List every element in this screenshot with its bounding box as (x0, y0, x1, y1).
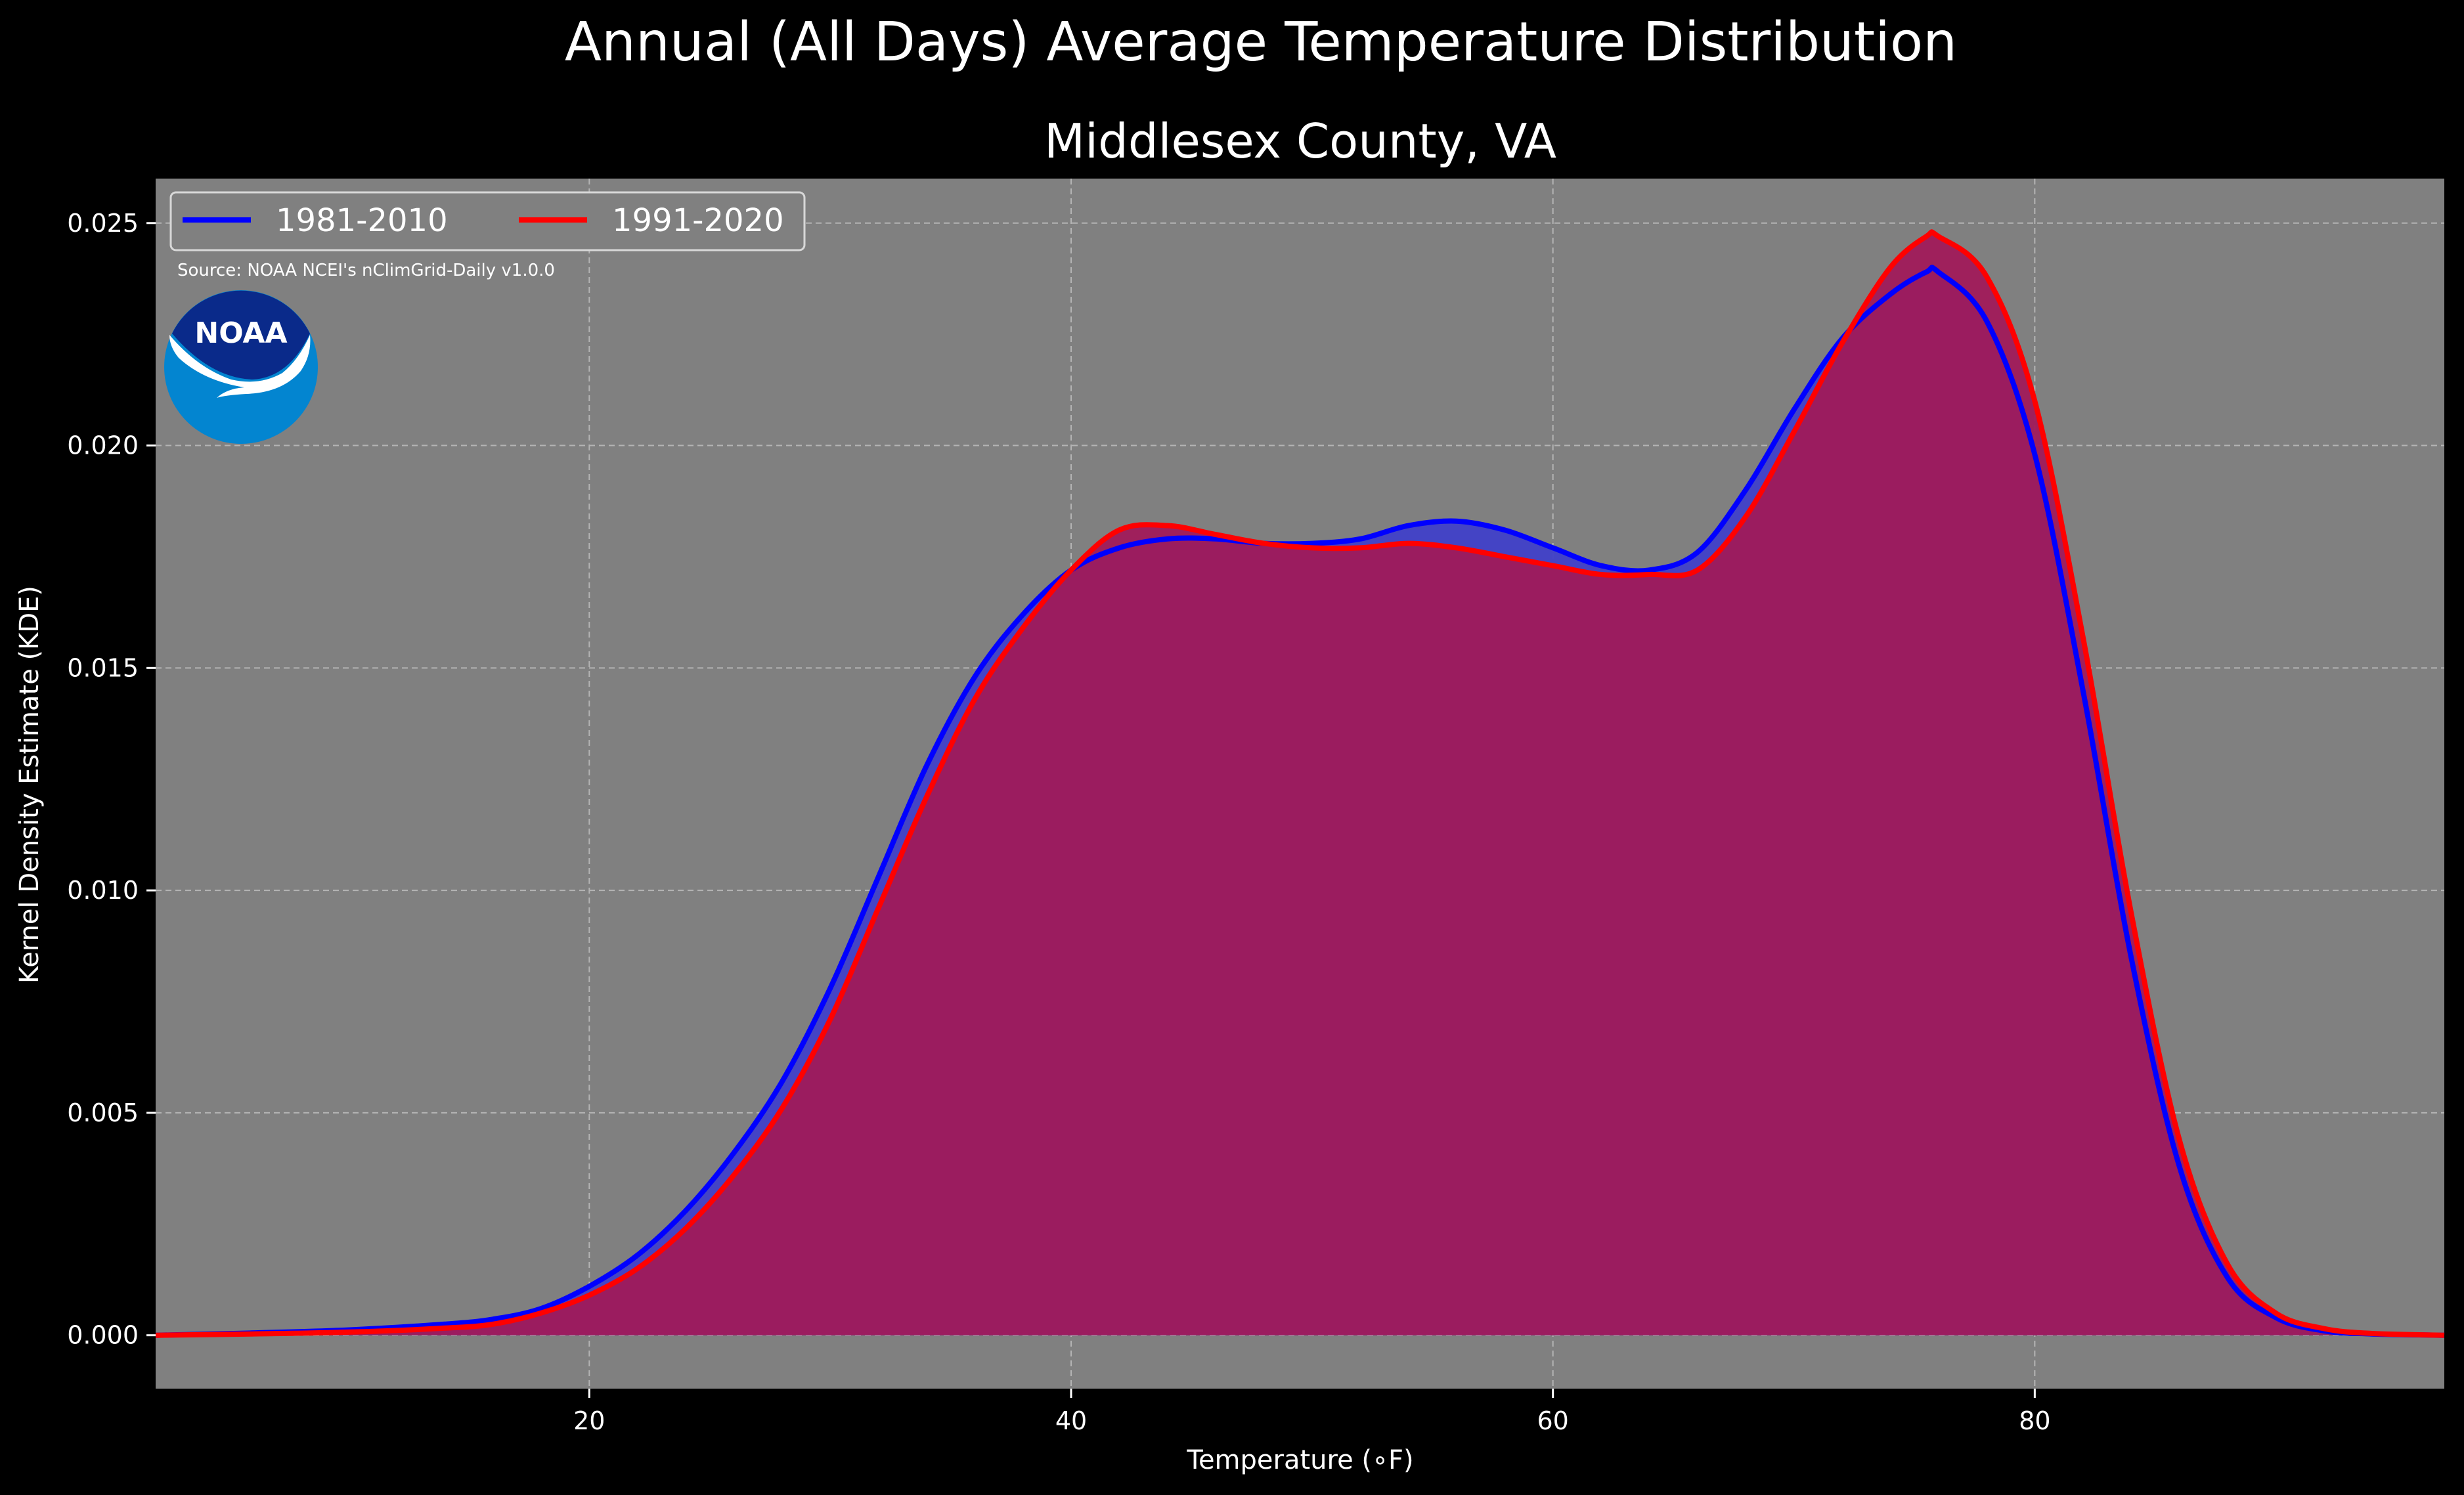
y-axis-label: Kernel Density Estimate (KDE) (14, 586, 45, 984)
axis-ticks: 20 40 60 80 0.000 0.005 0.010 0.015 0.020 0.025 (67, 209, 2050, 1435)
y-tick-label: 0.005 (67, 1098, 139, 1127)
x-tick-label: 60 (1537, 1406, 1569, 1435)
density-areas (155, 229, 2445, 1338)
noaa-logo-text: NOAA (194, 316, 287, 350)
legend: 1981-2010 1991-2020 (169, 191, 806, 251)
source-note: Source: NOAA NCEI's nClimGrid-Daily v1.0… (177, 261, 555, 280)
y-tick-label: 0.025 (67, 209, 139, 238)
legend-label-1991-2020: 1991-2020 (612, 202, 784, 239)
x-axis-label: Temperature (∘F) (1186, 1445, 1413, 1475)
y-tick-label: 0.015 (67, 653, 139, 682)
series-line-1981-2010 (155, 265, 2445, 1338)
chart-title: Middlesex County, VA (1044, 114, 1556, 169)
plot-area: 20 40 60 80 0.000 0.005 0.010 0.015 0.020 0.025 (67, 179, 2445, 1435)
noaa-logo-top (172, 290, 310, 379)
noaa-logo: NOAA (164, 290, 318, 444)
x-tick-label: 20 (573, 1406, 605, 1435)
area-fill-1991-2020 (156, 232, 2444, 1335)
legend-box (169, 191, 806, 251)
noaa-logo-bird (169, 335, 311, 398)
figure-suptitle: Annual (All Days) Average Temperature Di… (565, 11, 1957, 74)
x-tick-label: 40 (1055, 1406, 1087, 1435)
y-tick-label: 0.020 (67, 431, 139, 460)
x-tick-label: 80 (2019, 1406, 2050, 1435)
y-tick-label: 0.000 (67, 1321, 139, 1350)
legend-label-1981-2010: 1981-2010 (276, 202, 448, 239)
series-line-1991-2020 (155, 229, 2445, 1338)
y-tick-label: 0.010 (67, 876, 139, 905)
